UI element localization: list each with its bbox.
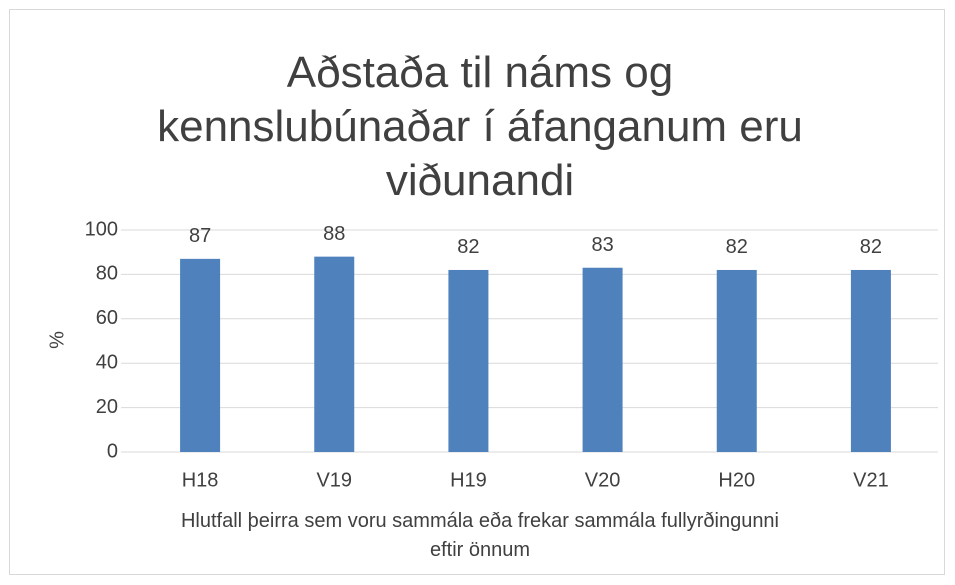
y-tick-label: 20 — [96, 396, 118, 418]
bar — [582, 267, 623, 452]
y-tick-label: 40 — [96, 351, 118, 373]
y-tick-label: 0 — [107, 440, 118, 462]
x-tick-label: H19 — [450, 469, 487, 491]
bar — [716, 269, 757, 452]
y-axis-label: % — [46, 331, 68, 349]
y-tick-label: 60 — [96, 307, 118, 329]
x-tick-label: V19 — [316, 469, 352, 491]
data-label: 82 — [726, 236, 748, 258]
x-tick-label: H20 — [718, 469, 755, 491]
x-tick-label: H18 — [182, 469, 219, 491]
data-label: 87 — [189, 225, 211, 247]
bar — [180, 258, 221, 452]
data-label: 82 — [860, 236, 882, 258]
data-label: 82 — [457, 236, 479, 258]
bar — [850, 269, 891, 452]
y-tick-label: 80 — [96, 263, 118, 285]
chart-border — [9, 9, 945, 575]
x-tick-label: V21 — [853, 469, 889, 491]
data-label: 83 — [591, 234, 613, 256]
bar — [314, 256, 355, 452]
x-axis-label: Hlutfall þeirra sem voru sammála eða fre… — [180, 510, 780, 561]
x-tick-label: V20 — [585, 469, 621, 491]
chart-title: Aðstaða til náms og kennslubúnaðar í áfa… — [157, 48, 803, 205]
bar — [448, 269, 489, 452]
y-tick-label: 100 — [85, 218, 118, 240]
data-label: 88 — [323, 223, 345, 245]
